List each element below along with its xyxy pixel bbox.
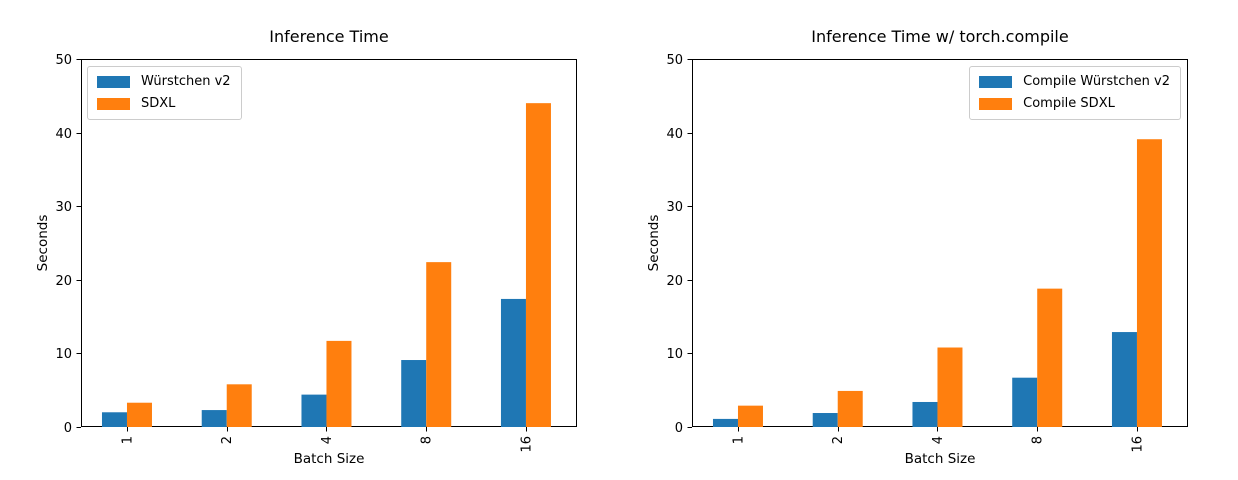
right-legend-label: Compile Würstchen v2 [1023,74,1170,89]
right-y-tick-label: 20 [666,274,683,289]
right-bar-series0-batch16 [1111,332,1137,427]
right-legend-swatch-icon [979,75,1013,88]
right-bar-series0-batch8 [1012,377,1038,427]
left-chart-legend: Würstchen v2 SDXL [87,66,242,120]
left-y-tick-label: 40 [55,127,72,142]
left-x-tick-label: 2 [220,436,235,444]
right-x-tick-label: 4 [931,436,946,444]
left-bar-series0-batch8 [401,360,427,427]
left-legend-label: Würstchen v2 [141,74,231,89]
left-bar-series1-batch1 [126,402,152,427]
left-x-tick-label: 1 [120,436,135,444]
left-bar-series0-batch16 [500,298,526,427]
right-y-tick-label: 40 [666,127,683,142]
left-bar-series1-batch2 [226,384,252,427]
left-legend-item: Würstchen v2 [97,72,231,91]
left-legend-item: SDXL [97,94,231,113]
left-y-tick-label: 10 [55,347,72,362]
left-chart-ylabel: Seconds [35,214,51,272]
right-bar-series0-batch4 [912,401,938,427]
left-legend-label: SDXL [141,96,176,111]
right-legend-item: Compile Würstchen v2 [979,72,1170,91]
left-y-tick-label: 30 [55,200,72,215]
right-chart-ylabel: Seconds [646,214,662,272]
left-bar-series0-batch4 [301,394,327,427]
right-x-tick-label: 1 [731,436,746,444]
right-chart-xlabel: Batch Size [904,451,976,467]
right-bar-series1-batch2 [837,390,863,427]
right-x-tick-label: 2 [831,436,846,444]
left-legend-swatch-icon [97,75,130,88]
right-bar-series1-batch8 [1037,288,1063,427]
right-bar-series0-batch1 [712,418,738,427]
right-y-tick-label: 30 [666,200,683,215]
left-x-tick-label: 16 [519,436,534,453]
right-bar-series1-batch4 [937,347,963,427]
left-x-tick-label: 4 [320,436,335,444]
right-bar-series0-batch2 [812,413,838,427]
right-legend-swatch-icon [979,97,1013,110]
right-bar-series1-batch1 [737,405,763,427]
right-chart-title: Inference Time w/ torch.compile [811,27,1069,46]
right-x-tick-label: 16 [1130,436,1145,453]
left-bar-series0-batch1 [101,412,127,427]
left-chart-title: Inference Time [269,27,389,46]
right-legend-label: Compile SDXL [1023,96,1115,111]
right-y-tick-label: 10 [666,347,683,362]
left-y-tick-label: 20 [55,274,72,289]
left-legend-swatch-icon [97,97,130,110]
right-chart-legend: Compile Würstchen v2 Compile SDXL [969,66,1181,120]
right-y-tick-label: 0 [675,421,683,436]
right-y-tick-label: 50 [666,53,683,68]
left-y-tick-label: 0 [64,421,72,436]
left-bar-series1-batch8 [426,262,452,427]
left-bar-series1-batch16 [525,103,551,427]
right-legend-item: Compile SDXL [979,94,1170,113]
left-bar-series1-batch4 [326,340,352,427]
left-bar-series0-batch2 [201,410,227,427]
left-x-tick-label: 8 [420,436,435,444]
left-y-tick-label: 50 [55,53,72,68]
right-bar-series1-batch16 [1136,139,1162,427]
left-chart-xlabel: Batch Size [293,451,365,467]
right-x-tick-label: 8 [1031,436,1046,444]
